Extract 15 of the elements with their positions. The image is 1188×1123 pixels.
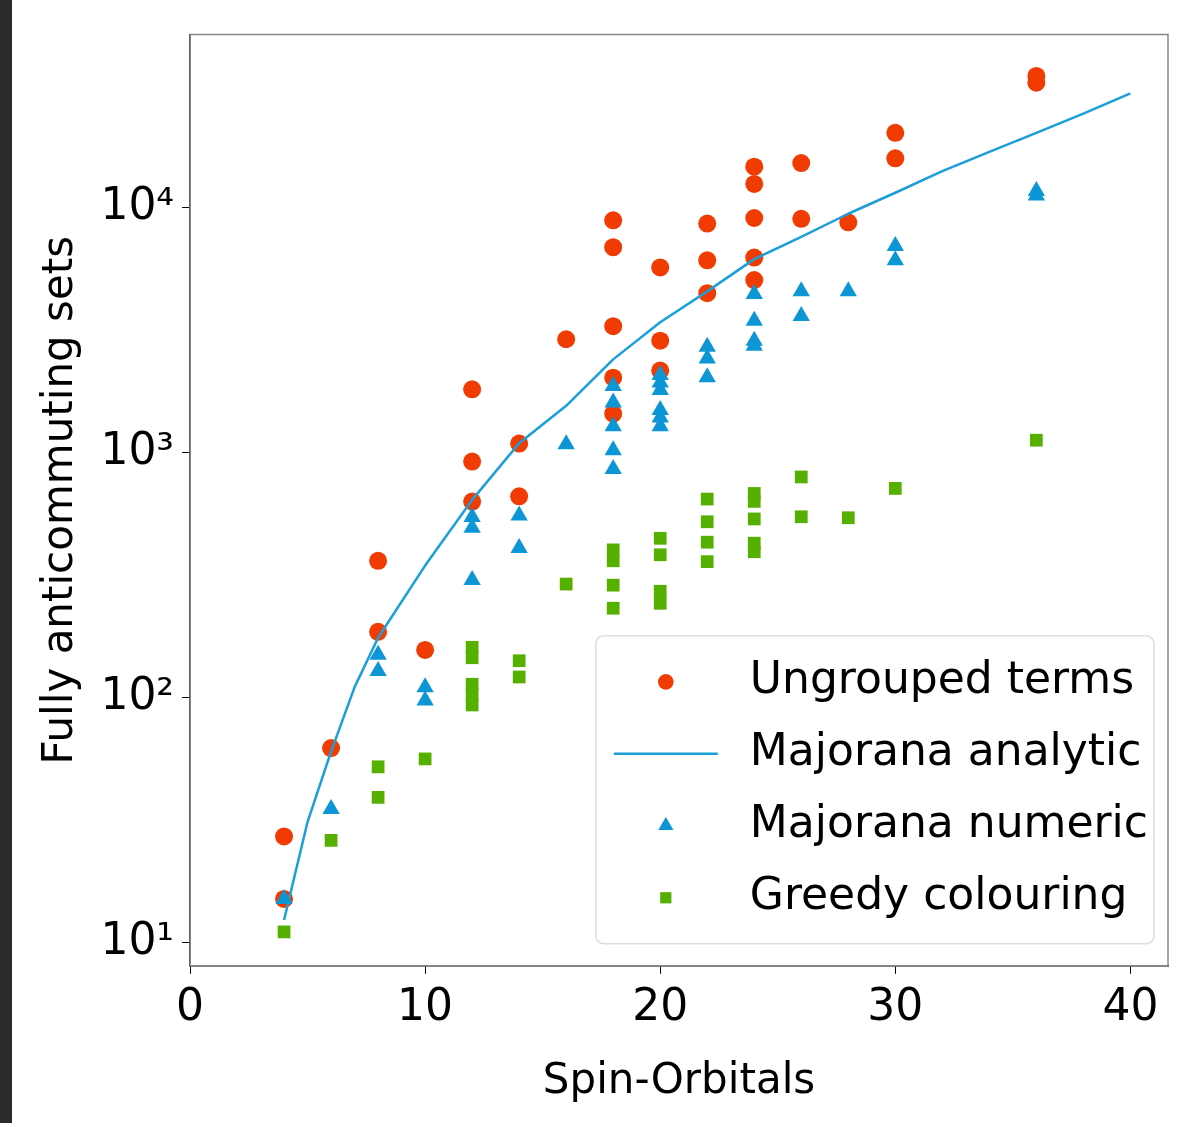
y-axis-title: Fully anticommuting sets (33, 235, 83, 765)
x-tick-label: 10 (397, 978, 454, 1030)
x-axis-title: Spin-Orbitals (542, 1053, 816, 1103)
y-tick-label: 10⁴ (100, 178, 175, 230)
legend-label: Greedy colouring (749, 868, 1128, 920)
x-tick-label: 0 (176, 978, 205, 1030)
legend-label: Majorana numeric (749, 796, 1148, 848)
y-tick-label: 10¹ (100, 912, 175, 964)
x-tick-label: 20 (632, 978, 689, 1030)
x-tick-label: 40 (1102, 978, 1159, 1030)
x-tick-label: 30 (867, 978, 924, 1030)
legend-label: Ungrouped terms (749, 652, 1135, 704)
y-tick-label: 10² (100, 667, 175, 719)
y-tick-label: 10³ (100, 422, 175, 474)
legend-label: Majorana analytic (749, 724, 1142, 776)
